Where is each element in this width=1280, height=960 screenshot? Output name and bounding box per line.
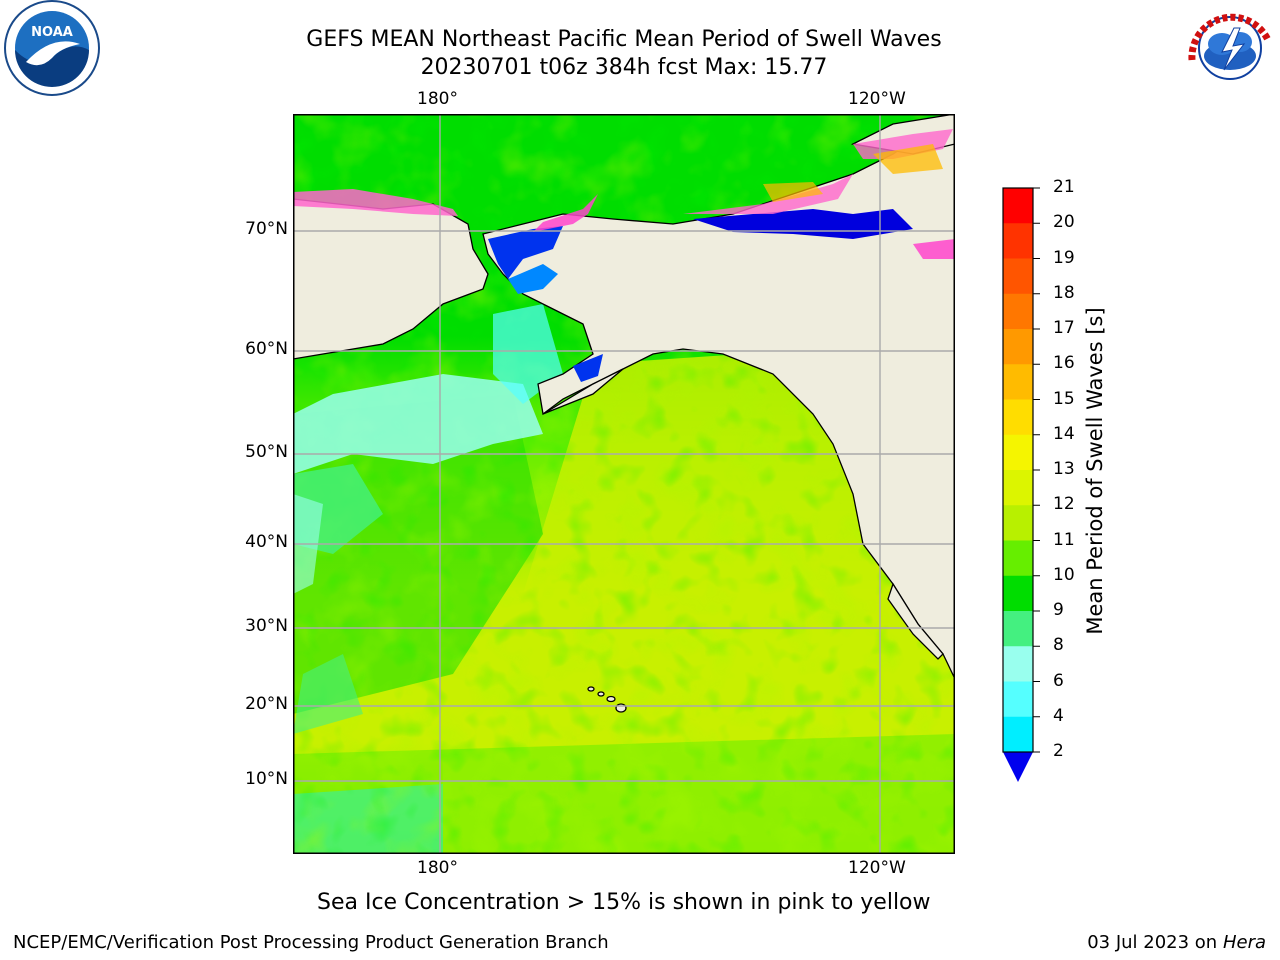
colorbar-segment	[1003, 540, 1033, 577]
colorbar-segment	[1003, 223, 1033, 259]
map-title: GEFS MEAN Northeast Pacific Mean Period …	[306, 27, 942, 52]
map-gridlines	[293, 114, 955, 854]
colorbar-tick-label: 21	[1053, 177, 1075, 197]
colorbar-tick-label: 13	[1053, 459, 1075, 479]
lat-tick-10n: 10°N	[245, 769, 288, 789]
top-tick-120w: 120°W	[848, 89, 906, 109]
colorbar-tick-label: 9	[1053, 600, 1064, 620]
lat-tick-40n: 40°N	[245, 532, 288, 552]
bottom-tick-180: 180°	[417, 858, 458, 878]
colorbar-tick-label: 19	[1053, 247, 1075, 268]
colorbar-segment	[1003, 575, 1033, 612]
colorbar-segment	[1003, 364, 1033, 400]
nws-logo-icon	[1184, 2, 1276, 94]
colorbar-tick-label: 8	[1053, 635, 1064, 656]
colorbar-segment	[1003, 681, 1033, 718]
colorbar-tick-label: 10	[1053, 564, 1075, 585]
colorbar-tick-label: 12	[1053, 494, 1075, 515]
noaa-logo-text: NOAA	[31, 25, 73, 40]
bottom-tick-120w: 120°W	[848, 858, 906, 878]
top-tick-180: 180°	[417, 89, 458, 109]
colorbar-title: Mean Period of Swell Waves [s]	[1083, 307, 1107, 635]
colorbar-segment	[1003, 505, 1033, 541]
colorbar-tick-label: 2	[1053, 741, 1064, 761]
colorbar-segment	[1003, 470, 1033, 506]
lat-tick-60n: 60°N	[245, 339, 288, 359]
footer-date-prefix: 03 Jul 2023 on	[1087, 932, 1223, 953]
colorbar-segment	[1003, 716, 1033, 753]
colorbar-tick-label: 11	[1053, 529, 1075, 550]
lat-tick-50n: 50°N	[245, 442, 288, 462]
sea-ice-note: Sea Ice Concentration > 15% is shown in …	[317, 890, 931, 915]
lat-tick-20n: 20°N	[245, 694, 288, 714]
colorbar-tick-label: 16	[1053, 353, 1075, 374]
colorbar-segment	[1003, 293, 1033, 330]
colorbar-tick-label: 15	[1053, 388, 1075, 409]
colorbar-segment	[1003, 611, 1033, 647]
colorbar-segment	[1003, 434, 1033, 471]
footer-host: Hera	[1222, 932, 1266, 953]
colorbar	[1002, 187, 1040, 782]
colorbar-segment	[1003, 646, 1033, 682]
map-subtitle: 20230701 t06z 384h fcst Max: 15.77	[420, 55, 828, 80]
colorbar-segment	[1003, 329, 1033, 365]
lat-tick-70n: 70°N	[245, 219, 288, 239]
colorbar-tick-label: 17	[1053, 318, 1075, 338]
colorbar-tick-label: 14	[1053, 423, 1075, 444]
colorbar-segment	[1003, 188, 1033, 224]
colorbar-segment	[1003, 258, 1033, 295]
colorbar-extend-triangle	[1003, 752, 1033, 782]
colorbar-tick-label: 4	[1053, 705, 1064, 726]
noaa-logo-icon: NOAA	[4, 0, 100, 96]
colorbar-tick-label: 6	[1053, 670, 1064, 691]
footer-date: 03 Jul 2023 on Hera	[1087, 932, 1266, 953]
swell-period-map	[293, 114, 955, 854]
lat-tick-30n: 30°N	[245, 616, 288, 636]
colorbar-tick-label: 18	[1053, 282, 1075, 303]
colorbar-segment	[1003, 399, 1033, 436]
footer-credit: NCEP/EMC/Verification Post Processing Pr…	[13, 932, 609, 953]
colorbar-tick-label: 20	[1053, 212, 1075, 233]
